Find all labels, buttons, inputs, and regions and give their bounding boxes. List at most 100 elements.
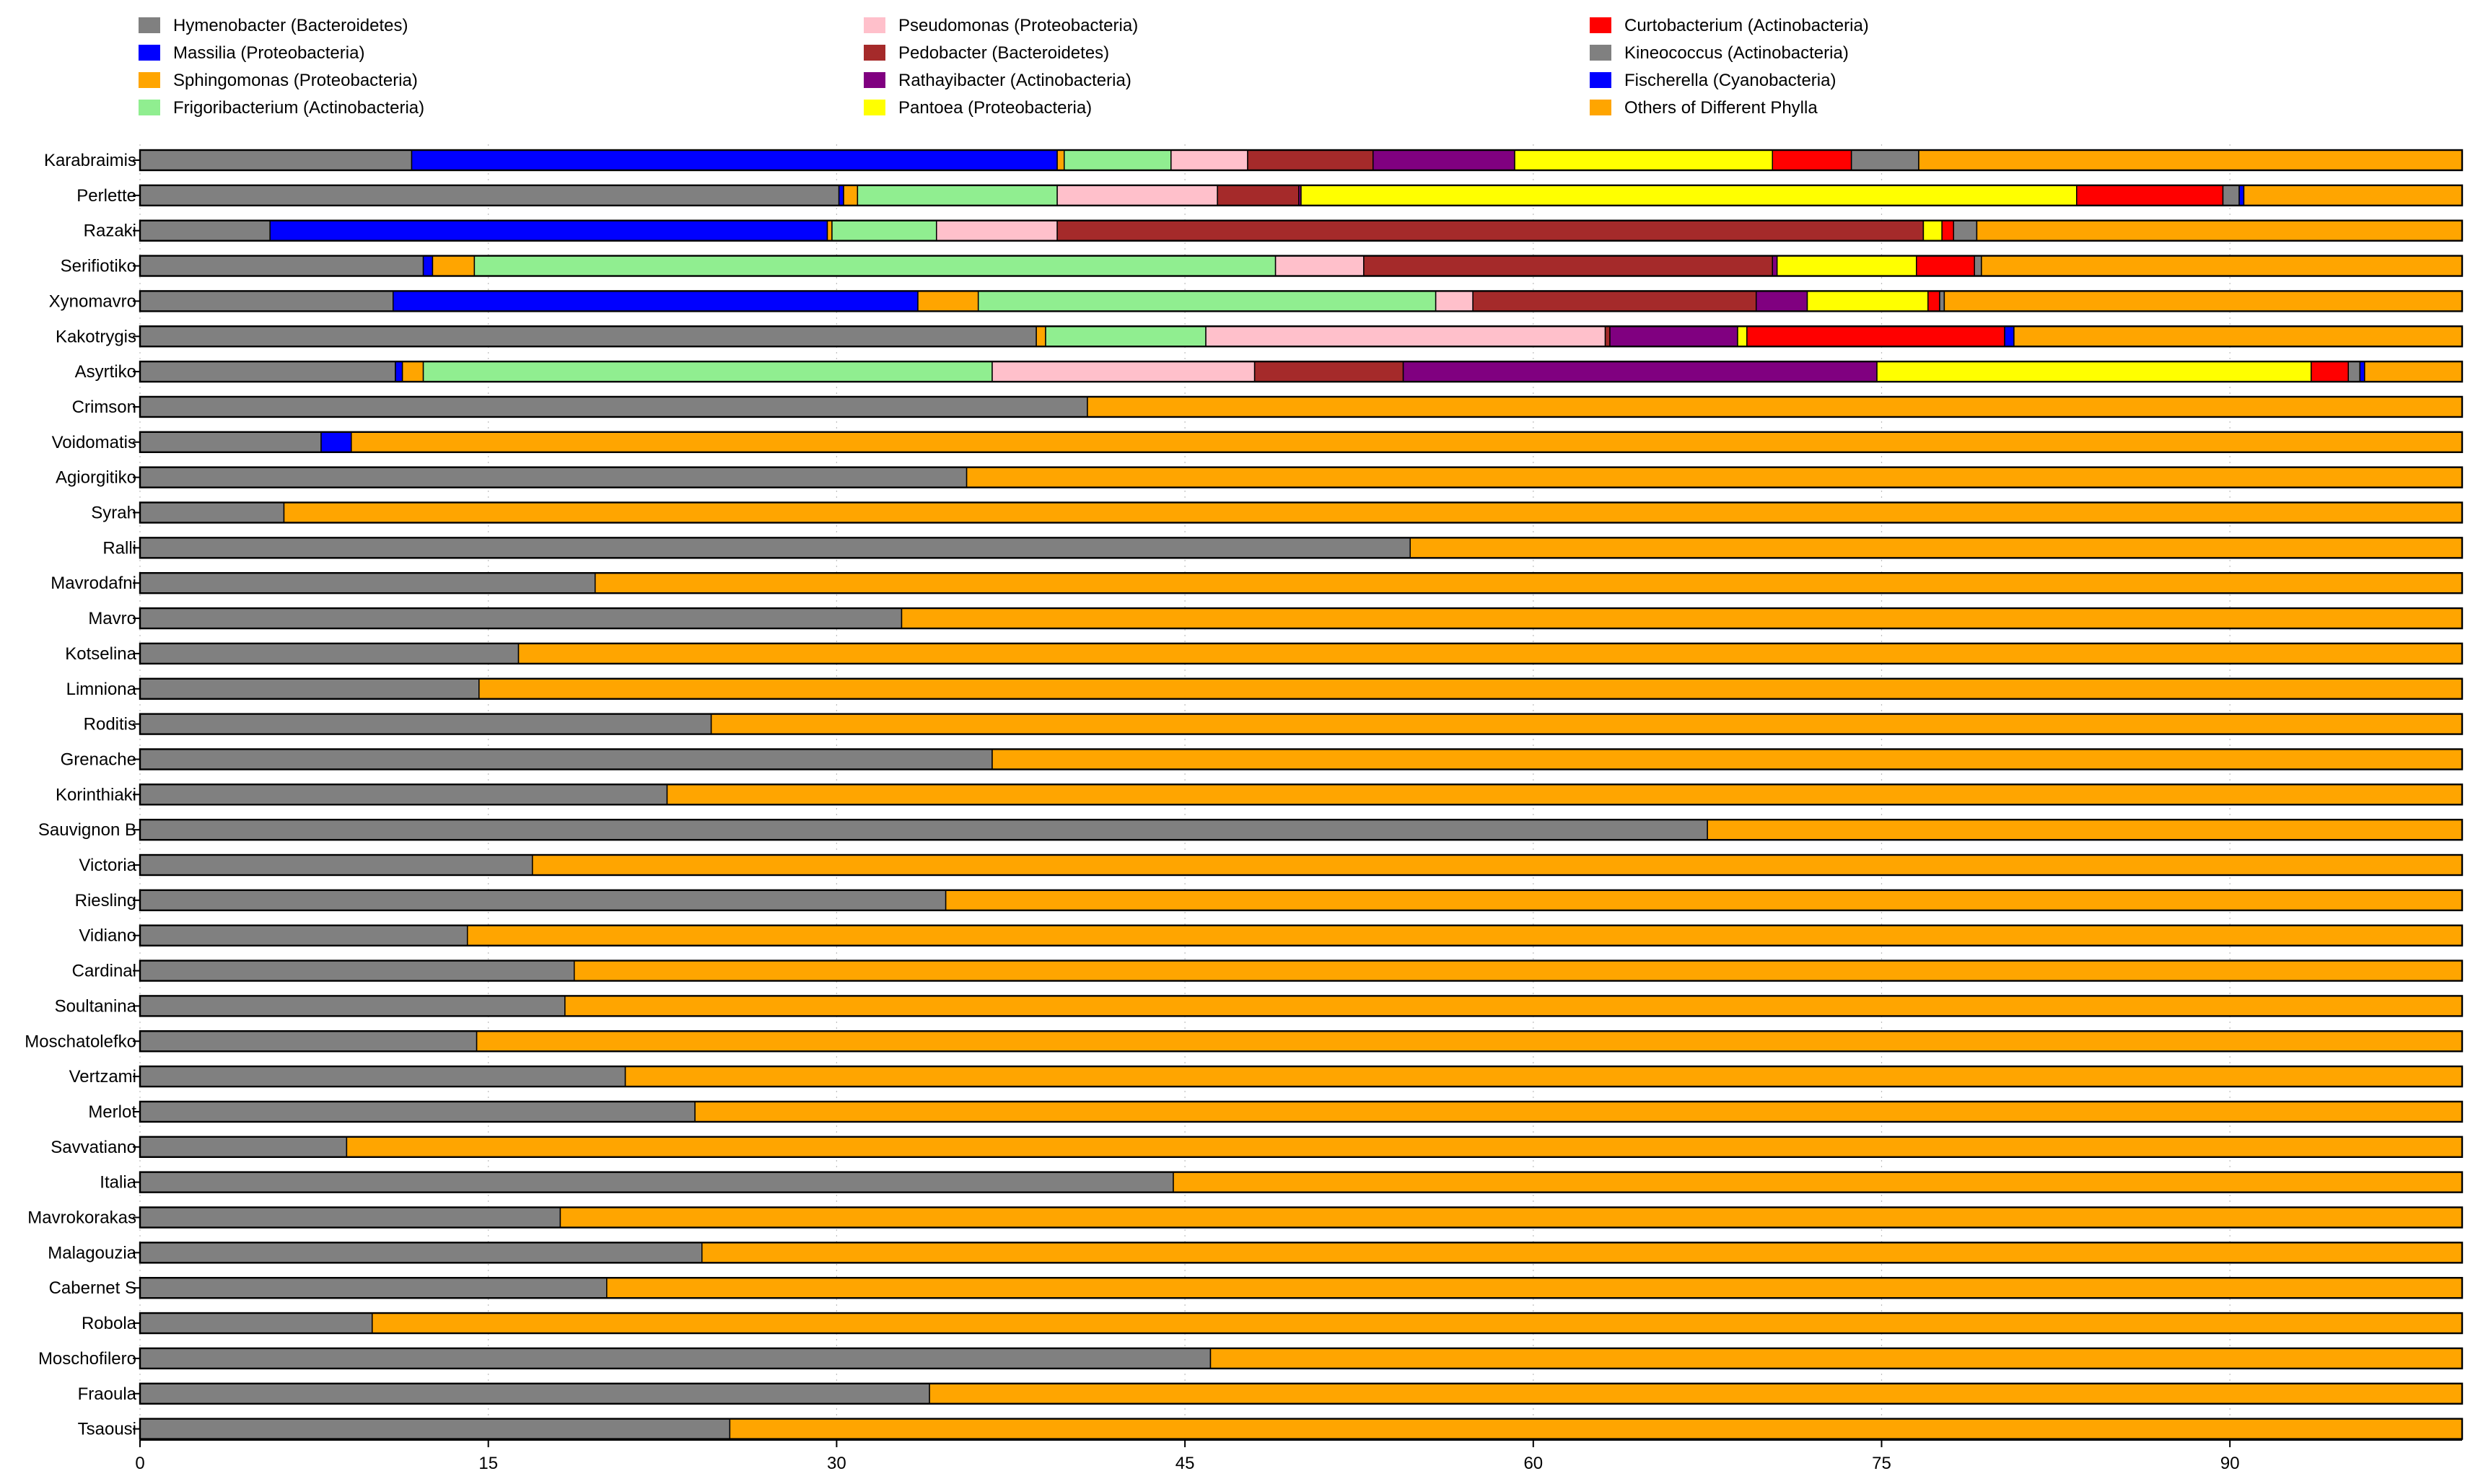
y-label-syrah: Syrah bbox=[91, 504, 136, 523]
bar-segment-perlette-others-of-different-phylla bbox=[2243, 185, 2463, 206]
bar-segment-kakotrygis-sphingomonas-proteobacteria bbox=[1036, 325, 1046, 347]
bar-segment-xynomavro-rathayibacter-actinobacteria bbox=[1755, 290, 1808, 312]
bar-segment-karabraimis-pantoea-proteobacteria bbox=[1514, 149, 1774, 171]
bar-row-italia bbox=[139, 1171, 2464, 1193]
bar-segment-perlette-massilia-proteobacteria bbox=[838, 185, 844, 206]
bar-row-soultanina bbox=[139, 995, 2464, 1017]
bar-row-robola bbox=[139, 1312, 2464, 1335]
bar-segment-riesling-others-of-different-phylla bbox=[945, 890, 2463, 911]
bar-segment-grenache-others-of-different-phylla bbox=[991, 748, 2463, 770]
bar-row-vidiano bbox=[139, 924, 2464, 947]
bar-row-cabernet-s bbox=[139, 1276, 2464, 1299]
bar-segment-fraoula-hymenobacter-bacteroidetes bbox=[139, 1383, 930, 1405]
bar-segment-karabraimis-rathayibacter-actinobacteria bbox=[1372, 149, 1515, 171]
bar-segment-serifiotiko-pantoea-proteobacteria bbox=[1776, 255, 1917, 277]
y-label-tsaousi: Tsaousi bbox=[78, 1420, 136, 1439]
bar-segment-kakotrygis-pantoea-proteobacteria bbox=[1737, 325, 1748, 347]
bar-segment-voidomatis-hymenobacter-bacteroidetes bbox=[139, 431, 322, 453]
legend-swatch-pedobacter-bacteroidetes bbox=[864, 45, 885, 61]
bar-segment-mavro-others-of-different-phylla bbox=[901, 607, 2463, 629]
bar-segment-limniona-hymenobacter-bacteroidetes bbox=[139, 678, 480, 700]
y-label-perlette: Perlette bbox=[76, 186, 136, 206]
bar-segment-cardinal-others-of-different-phylla bbox=[574, 960, 2463, 982]
bar-segment-mavrodafni-others-of-different-phylla bbox=[594, 572, 2463, 594]
bar-segment-kakotrygis-fischerella-cyanobacteria bbox=[2004, 325, 2015, 347]
bar-segment-mavrodafni-hymenobacter-bacteroidetes bbox=[139, 572, 596, 594]
bar-row-ralli bbox=[139, 537, 2464, 559]
bar-segment-xynomavro-hymenobacter-bacteroidetes bbox=[139, 290, 394, 312]
bar-segment-serifiotiko-others-of-different-phylla bbox=[1981, 255, 2463, 277]
bar-segment-asyrtiko-pedobacter-bacteroidetes bbox=[1253, 361, 1404, 382]
bar-row-mavrodafni bbox=[139, 572, 2464, 594]
bar-segment-xynomavro-sphingomonas-proteobacteria bbox=[917, 290, 979, 312]
legend-swatch-fischerella-cyanobacteria bbox=[1590, 72, 1611, 88]
bar-segment-karabraimis-others-of-different-phylla bbox=[1918, 149, 2463, 171]
bar-segment-razaki-frigoribacterium-actinobacteria bbox=[831, 219, 937, 242]
y-label-soultanina: Soultanina bbox=[55, 996, 137, 1016]
y-label-victoria: Victoria bbox=[79, 856, 136, 875]
y-label-mavro: Mavro bbox=[88, 609, 136, 628]
bar-segment-serifiotiko-rathayibacter-actinobacteria bbox=[1772, 255, 1778, 277]
x-tick-label-0: 0 bbox=[135, 1454, 144, 1473]
bar-segment-razaki-sphingomonas-proteobacteria bbox=[826, 219, 833, 242]
bar-row-kotselina bbox=[139, 642, 2464, 665]
x-tick-label-90: 90 bbox=[2220, 1454, 2240, 1473]
bar-segment-kakotrygis-pedobacter-bacteroidetes bbox=[1604, 325, 1611, 347]
y-label-moschofilero: Moschofilero bbox=[38, 1349, 136, 1369]
bar-segment-merlot-hymenobacter-bacteroidetes bbox=[139, 1101, 696, 1123]
bar-segment-razaki-hymenobacter-bacteroidetes bbox=[139, 219, 271, 242]
bar-segment-serifiotiko-pseudomonas-proteobacteria bbox=[1274, 255, 1365, 277]
bar-segment-razaki-curtobacterium-actinobacteria bbox=[1941, 219, 1955, 242]
bar-segment-karabraimis-hymenobacter-bacteroidetes bbox=[139, 149, 413, 171]
bar-segment-robola-others-of-different-phylla bbox=[372, 1312, 2463, 1334]
bar-segment-ralli-hymenobacter-bacteroidetes bbox=[139, 537, 1411, 559]
x-tick-label-45: 45 bbox=[1175, 1454, 1195, 1473]
bar-segment-italia-hymenobacter-bacteroidetes bbox=[139, 1171, 1174, 1193]
bar-row-perlette bbox=[139, 184, 2464, 207]
bar-segment-victoria-others-of-different-phylla bbox=[532, 854, 2463, 876]
bar-segment-serifiotiko-kineococcus-actinobacteria bbox=[1974, 255, 1982, 277]
y-label-grenache: Grenache bbox=[61, 750, 136, 769]
legend-swatch-frigoribacterium-actinobacteria bbox=[139, 100, 160, 115]
bar-segment-xynomavro-massilia-proteobacteria bbox=[393, 290, 919, 312]
bar-segment-perlette-sphingomonas-proteobacteria bbox=[843, 185, 859, 206]
y-label-moschatolefko: Moschatolefko bbox=[25, 1032, 136, 1051]
bar-segment-moschofilero-hymenobacter-bacteroidetes bbox=[139, 1348, 1212, 1369]
bar-segment-syrah-hymenobacter-bacteroidetes bbox=[139, 501, 285, 524]
bar-segment-limniona-others-of-different-phylla bbox=[478, 678, 2463, 700]
bar-row-roditis bbox=[139, 713, 2464, 735]
bar-row-razaki bbox=[139, 219, 2464, 242]
y-label-kotselina: Kotselina bbox=[65, 644, 136, 664]
bar-segment-perlette-pedobacter-bacteroidetes bbox=[1217, 185, 1300, 206]
bar-segment-voidomatis-massilia-proteobacteria bbox=[320, 431, 352, 453]
bar-segment-cardinal-hymenobacter-bacteroidetes bbox=[139, 960, 575, 982]
bar-segment-asyrtiko-others-of-different-phylla bbox=[2364, 361, 2463, 382]
bar-segment-kakotrygis-hymenobacter-bacteroidetes bbox=[139, 325, 1037, 347]
y-label-xynomavro: Xynomavro bbox=[49, 291, 136, 311]
bar-row-cardinal bbox=[139, 960, 2464, 982]
bar-segment-soultanina-others-of-different-phylla bbox=[564, 995, 2463, 1017]
bar-segment-mavrokorakas-hymenobacter-bacteroidetes bbox=[139, 1206, 561, 1229]
y-label-malagouzia: Malagouzia bbox=[48, 1243, 136, 1263]
bar-row-riesling bbox=[139, 889, 2464, 912]
bar-segment-ralli-others-of-different-phylla bbox=[1409, 537, 2463, 559]
x-tick-label-15: 15 bbox=[478, 1454, 498, 1473]
legend-label-massilia-proteobacteria: Massilia (Proteobacteria) bbox=[173, 43, 364, 63]
legend-label-fischerella-cyanobacteria: Fischerella (Cyanobacteria) bbox=[1624, 71, 1836, 90]
bar-segment-serifiotiko-sphingomonas-proteobacteria bbox=[432, 255, 476, 277]
bar-row-victoria bbox=[139, 853, 2464, 877]
bar-row-karabraimis bbox=[139, 149, 2464, 172]
y-label-robola: Robola bbox=[82, 1314, 137, 1333]
y-label-ralli: Ralli bbox=[102, 538, 136, 558]
bar-segment-xynomavro-others-of-different-phylla bbox=[1943, 290, 2463, 312]
bar-segment-serifiotiko-curtobacterium-actinobacteria bbox=[1916, 255, 1975, 277]
bar-segment-grenache-hymenobacter-bacteroidetes bbox=[139, 748, 993, 770]
bar-segment-xynomavro-pseudomonas-proteobacteria bbox=[1435, 290, 1474, 312]
bar-segment-perlette-fischerella-cyanobacteria bbox=[2238, 185, 2245, 206]
y-label-sauvignon-b: Sauvignon B bbox=[38, 820, 136, 840]
bar-segment-roditis-others-of-different-phylla bbox=[710, 713, 2463, 735]
y-label-serifiotiko: Serifiotiko bbox=[61, 257, 136, 276]
bar-segment-asyrtiko-pseudomonas-proteobacteria bbox=[991, 361, 1256, 382]
legend-label-pantoea-proteobacteria: Pantoea (Proteobacteria) bbox=[898, 98, 1092, 118]
bar-segment-sauvignon-b-others-of-different-phylla bbox=[1707, 819, 2463, 840]
